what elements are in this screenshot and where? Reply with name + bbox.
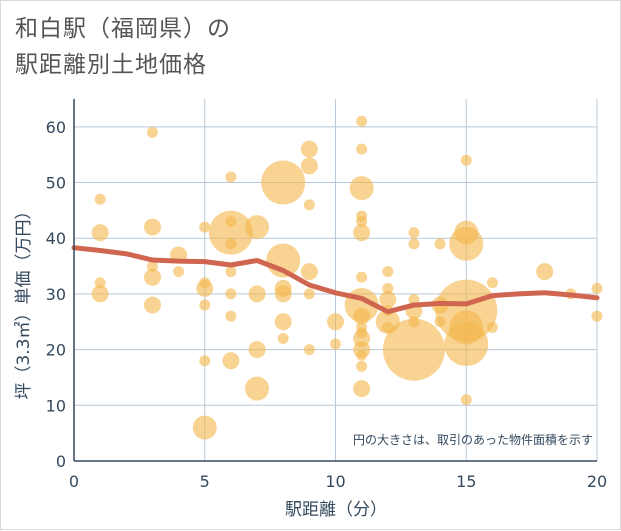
- data-point: [143, 268, 161, 286]
- y-tick-label: 40: [46, 229, 66, 248]
- data-point: [382, 318, 445, 381]
- data-point: [353, 224, 371, 242]
- data-point: [199, 277, 211, 289]
- data-point: [408, 227, 420, 239]
- data-point: [382, 266, 394, 278]
- data-point: [208, 210, 253, 255]
- data-point: [303, 344, 315, 356]
- data-point: [300, 157, 318, 175]
- y-axis-label: 坪（3.3㎡）単価（万円）: [14, 202, 34, 399]
- data-point: [277, 332, 289, 344]
- data-point: [143, 296, 161, 314]
- data-point: [327, 313, 344, 331]
- data-point: [356, 349, 368, 361]
- data-point: [300, 263, 318, 281]
- data-point: [199, 355, 211, 367]
- data-point: [192, 415, 217, 440]
- data-point: [94, 193, 106, 205]
- data-point: [591, 310, 603, 322]
- data-point: [245, 376, 270, 401]
- data-point: [486, 277, 498, 289]
- data-point: [146, 260, 158, 272]
- data-point: [356, 271, 368, 283]
- x-tick-label: 20: [587, 472, 607, 491]
- data-point: [434, 316, 446, 328]
- data-point: [146, 126, 158, 138]
- data-point: [486, 321, 498, 333]
- y-tick-label: 10: [46, 396, 66, 415]
- data-point: [199, 221, 211, 233]
- data-point: [245, 215, 270, 240]
- data-point: [449, 310, 484, 345]
- data-point: [199, 299, 211, 311]
- data-point: [382, 282, 394, 294]
- data-point: [356, 327, 368, 339]
- data-point: [353, 380, 371, 398]
- data-point: [434, 238, 446, 250]
- data-point: [330, 338, 341, 350]
- data-point: [261, 160, 306, 205]
- data-point: [375, 309, 400, 334]
- data-point: [91, 285, 109, 303]
- data-point: [143, 218, 161, 236]
- data-point: [225, 310, 237, 322]
- data-point: [303, 288, 315, 300]
- y-tick-label: 20: [46, 341, 66, 360]
- x-tick-label: 15: [456, 472, 476, 491]
- data-point: [408, 316, 420, 328]
- data-point: [460, 154, 472, 166]
- data-point: [460, 394, 472, 406]
- data-point: [356, 216, 368, 228]
- data-point: [225, 238, 237, 250]
- data-point: [303, 199, 315, 211]
- data-point: [91, 224, 109, 242]
- data-point: [356, 360, 368, 372]
- data-point: [454, 220, 479, 245]
- axes: 0 5 10 15 20 0 10 20 30 40 50 60: [46, 99, 607, 491]
- x-tick-label: 5: [200, 472, 210, 491]
- x-tick-label: 10: [325, 472, 345, 491]
- data-point: [173, 266, 185, 278]
- data-point: [379, 290, 397, 308]
- data-point: [225, 288, 237, 300]
- data-point: [94, 277, 106, 289]
- data-point: [591, 282, 603, 294]
- data-point: [248, 341, 266, 359]
- data-point: [356, 143, 368, 155]
- data-point: [225, 171, 237, 183]
- y-tick-label: 0: [56, 452, 66, 471]
- x-axis-label: 駅距離（分）: [285, 500, 387, 520]
- y-tick-label: 50: [46, 174, 66, 193]
- data-point: [274, 285, 292, 303]
- data-point: [222, 352, 240, 370]
- data-point: [225, 216, 237, 228]
- data-point: [408, 293, 420, 305]
- y-tick-label: 30: [46, 285, 66, 304]
- data-point: [274, 313, 292, 331]
- data-point: [408, 238, 420, 250]
- data-point: [382, 321, 394, 333]
- x-tick-label: 0: [69, 472, 79, 491]
- chart-title: 和白駅（福岡県）の 駅距離別土地価格: [15, 16, 231, 78]
- data-point: [356, 115, 368, 127]
- data-point: [349, 176, 374, 201]
- trend-line: [71, 245, 600, 315]
- data-point: [536, 263, 554, 281]
- size-legend-note: 円の大きさは、取引のあった物件面積を示す: [353, 432, 593, 447]
- data-point: [248, 285, 266, 303]
- data-point: [225, 266, 237, 278]
- data-point: [353, 307, 371, 325]
- y-tick-label: 60: [46, 118, 66, 137]
- data-point: [300, 140, 318, 158]
- bubble-series: [91, 115, 603, 440]
- trend-series: [71, 245, 600, 315]
